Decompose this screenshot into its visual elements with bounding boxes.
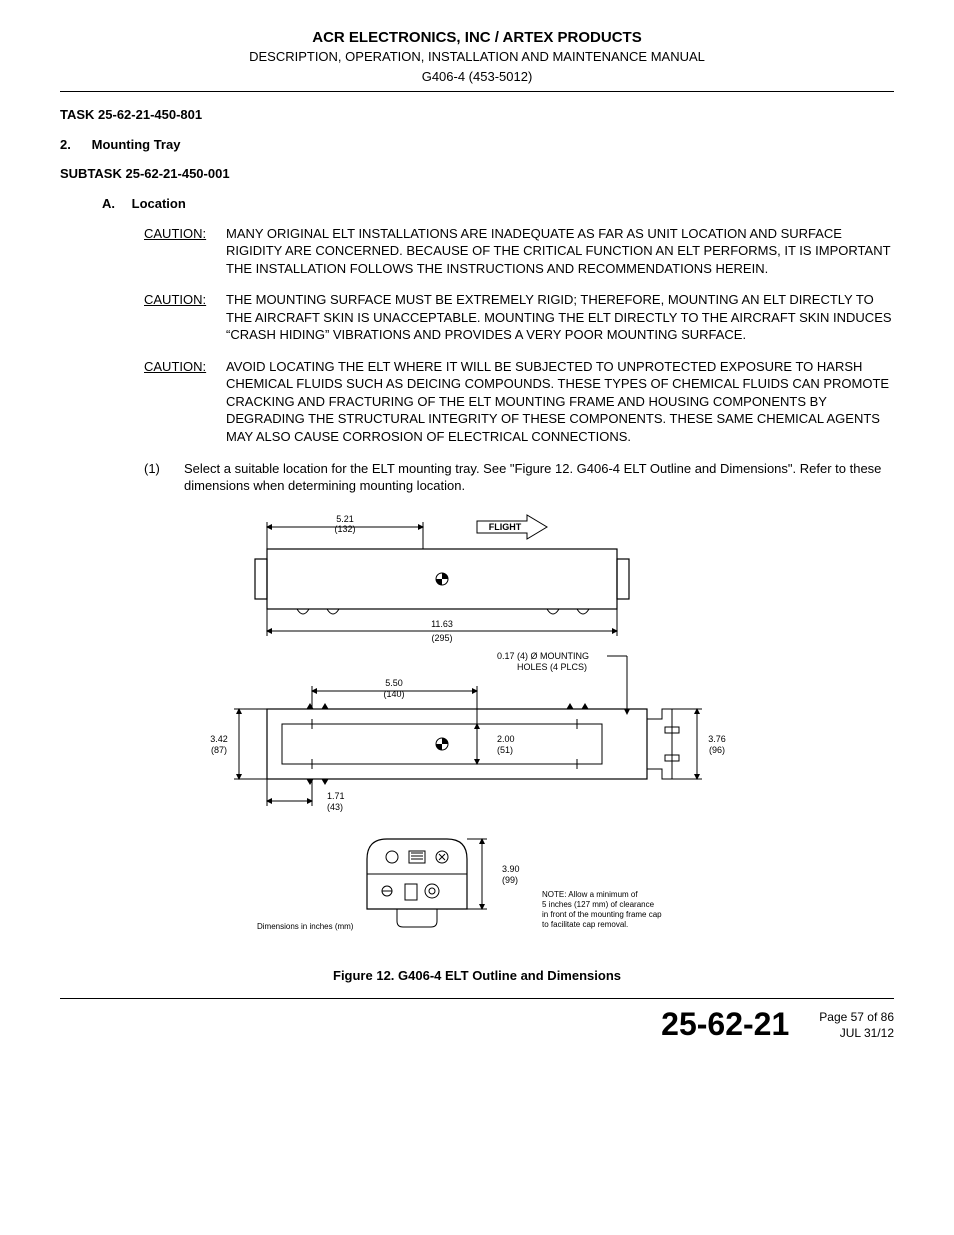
dim-390: 3.90 — [502, 864, 520, 874]
section-title: 2. Mounting Tray — [60, 136, 894, 154]
caution-block: CAUTION: AVOID LOCATING THE ELT WHERE IT… — [144, 358, 894, 446]
note-line: NOTE: Allow a minimum of — [542, 890, 638, 899]
caution-text: MANY ORIGINAL ELT INSTALLATIONS ARE INAD… — [226, 225, 894, 278]
figure-diagram: 5.21 (132) FLIGHT 11.63 (295) 0.17 (4) Ø… — [60, 509, 894, 959]
dim-390-mm: (99) — [502, 875, 518, 885]
footer-code: 25-62-21 — [661, 1003, 789, 1046]
sub-title: Location — [132, 196, 186, 211]
dim-342: 3.42 — [210, 734, 228, 744]
dim-1163-mm: (295) — [431, 633, 452, 643]
section-label: Mounting Tray — [92, 137, 181, 152]
mounting-holes-2: HOLES (4 PLCS) — [517, 662, 587, 672]
caution-block: CAUTION: THE MOUNTING SURFACE MUST BE EX… — [144, 291, 894, 344]
footer-page-block: Page 57 of 86 JUL 31/12 — [819, 1009, 894, 1041]
sub-letter: A. — [102, 195, 128, 213]
note-line: to facilitate cap removal. — [542, 920, 628, 929]
dim-171-mm: (43) — [327, 802, 343, 812]
footer-date: JUL 31/12 — [819, 1025, 894, 1041]
step-text: Select a suitable location for the ELT m… — [184, 460, 894, 495]
dim-550-mm: (140) — [383, 689, 404, 699]
mounting-holes-1: 0.17 (4) Ø MOUNTING — [497, 651, 589, 661]
dim-1163: 11.63 — [431, 619, 453, 629]
header-model: G406-4 (453-5012) — [60, 68, 894, 86]
step-block: (1) Select a suitable location for the E… — [144, 460, 894, 495]
page-footer: 25-62-21 Page 57 of 86 JUL 31/12 — [60, 1003, 894, 1046]
sub-heading: A. Location — [102, 195, 894, 213]
flight-label: FLIGHT — [489, 522, 522, 532]
caution-block: CAUTION: MANY ORIGINAL ELT INSTALLATIONS… — [144, 225, 894, 278]
note-line: in front of the mounting frame cap — [542, 910, 662, 919]
caution-label: CAUTION: — [144, 358, 226, 446]
header-subtitle: DESCRIPTION, OPERATION, INSTALLATION AND… — [60, 48, 894, 66]
dim-376: 3.76 — [708, 734, 726, 744]
units-note: Dimensions in inches (mm) — [257, 922, 354, 931]
header-rule — [60, 91, 894, 92]
dim-376-mm: (96) — [709, 745, 725, 755]
company-name: ACR ELECTRONICS, INC / ARTEX PRODUCTS — [60, 28, 894, 48]
footer-rule — [60, 998, 894, 999]
dim-521-mm: (132) — [334, 524, 355, 534]
footer-page: Page 57 of 86 — [819, 1009, 894, 1025]
task-number: TASK 25-62-21-450-801 — [60, 106, 894, 124]
step-number: (1) — [144, 460, 184, 495]
dim-171: 1.71 — [327, 791, 345, 801]
caution-text: THE MOUNTING SURFACE MUST BE EXTREMELY R… — [226, 291, 894, 344]
caution-text: AVOID LOCATING THE ELT WHERE IT WILL BE … — [226, 358, 894, 446]
note-line: 5 inches (127 mm) of clearance — [542, 900, 655, 909]
dim-521: 5.21 — [336, 514, 354, 524]
subtask-number: SUBTASK 25-62-21-450-001 — [60, 165, 894, 183]
page-header: ACR ELECTRONICS, INC / ARTEX PRODUCTS DE… — [60, 28, 894, 85]
figure-caption: Figure 12. G406-4 ELT Outline and Dimens… — [60, 967, 894, 985]
dim-200-mm: (51) — [497, 745, 513, 755]
dim-342-mm: (87) — [211, 745, 227, 755]
dim-550: 5.50 — [385, 678, 403, 688]
section-number: 2. — [60, 136, 88, 154]
caution-label: CAUTION: — [144, 291, 226, 344]
dim-200: 2.00 — [497, 734, 515, 744]
caution-label: CAUTION: — [144, 225, 226, 278]
